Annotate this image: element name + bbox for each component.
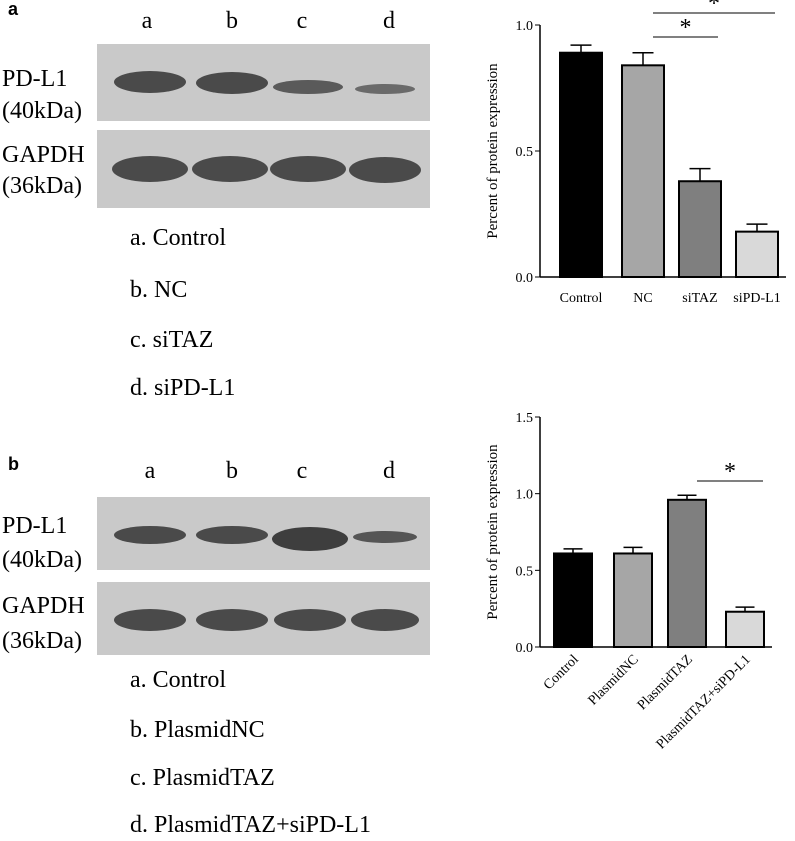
y-tick-label: 0.5 <box>516 564 534 579</box>
legend-item: d. siPD-L1 <box>130 375 235 401</box>
band <box>114 609 186 631</box>
lane-label: a <box>142 8 153 34</box>
lane-label: a <box>145 458 156 484</box>
bar <box>735 230 779 278</box>
band <box>273 80 343 94</box>
lane-label: b <box>226 8 238 34</box>
bar <box>725 610 765 649</box>
blot-size: (40kDa) <box>2 547 82 573</box>
x-tick-label: PlasmidNC <box>586 652 642 708</box>
x-tick-label: NC <box>633 291 652 306</box>
y-tick-label: 0.5 <box>516 145 534 160</box>
blot-name: GAPDH <box>2 593 85 619</box>
band <box>274 609 346 631</box>
x-tick-label: siTAZ <box>682 291 717 306</box>
band <box>349 157 421 183</box>
legend-item: a. Control <box>130 225 226 251</box>
legend-item: c. PlasmidTAZ <box>130 765 275 791</box>
significance-label: * <box>708 0 720 17</box>
bar <box>621 64 665 278</box>
blot-name: GAPDH <box>2 142 85 168</box>
band <box>112 156 188 182</box>
lane-label: d <box>383 458 395 484</box>
legend-item: a. Control <box>130 667 226 693</box>
bar <box>553 552 593 649</box>
significance-label: * <box>680 15 692 41</box>
lane-label: c <box>297 8 308 34</box>
bar <box>678 180 722 279</box>
legend-item: b. PlasmidNC <box>130 717 265 743</box>
legend-item: d. PlasmidTAZ+siPD-L1 <box>130 812 371 838</box>
blot-name: PD-L1 <box>2 513 67 539</box>
panel-label: b <box>8 454 19 474</box>
band <box>196 72 268 94</box>
bar <box>559 51 603 278</box>
y-tick-label: 1.0 <box>516 19 534 34</box>
band <box>192 156 268 182</box>
bands <box>112 71 421 631</box>
y-tick-label: 0.0 <box>516 271 534 286</box>
lane-label: b <box>226 458 238 484</box>
significance-label: * <box>724 459 736 485</box>
band <box>196 526 268 544</box>
y-tick-label: 0.0 <box>516 641 534 656</box>
lane-label: c <box>297 458 308 484</box>
band <box>355 84 415 94</box>
band <box>270 156 346 182</box>
band <box>114 526 186 544</box>
y-axis-label: Percent of protein expression <box>485 63 501 239</box>
band <box>272 527 348 551</box>
x-tick-label: PlasmidTAZ+siPD-L1 <box>654 652 754 752</box>
blot-size: (40kDa) <box>2 98 82 124</box>
blot-size: (36kDa) <box>2 173 82 199</box>
x-tick-label: Control <box>560 291 603 306</box>
band <box>114 71 186 93</box>
panel-label: a <box>8 0 19 19</box>
band <box>351 609 419 631</box>
band <box>196 609 268 631</box>
bar <box>667 498 707 648</box>
y-axis-label: Percent of protein expression <box>485 444 501 620</box>
y-tick-label: 1.0 <box>516 488 534 503</box>
blot-name: PD-L1 <box>2 66 67 92</box>
x-tick-label: PlasmidTAZ <box>635 652 696 713</box>
legend-item: c. siTAZ <box>130 327 213 353</box>
blot-size: (36kDa) <box>2 628 82 654</box>
legend-item: b. NC <box>130 277 187 303</box>
band <box>353 531 417 543</box>
y-tick-label: 1.5 <box>516 411 534 426</box>
bar <box>613 552 653 649</box>
x-tick-label: siPD-L1 <box>733 291 780 306</box>
x-tick-label: Control <box>541 652 582 693</box>
lane-label: d <box>383 8 395 34</box>
